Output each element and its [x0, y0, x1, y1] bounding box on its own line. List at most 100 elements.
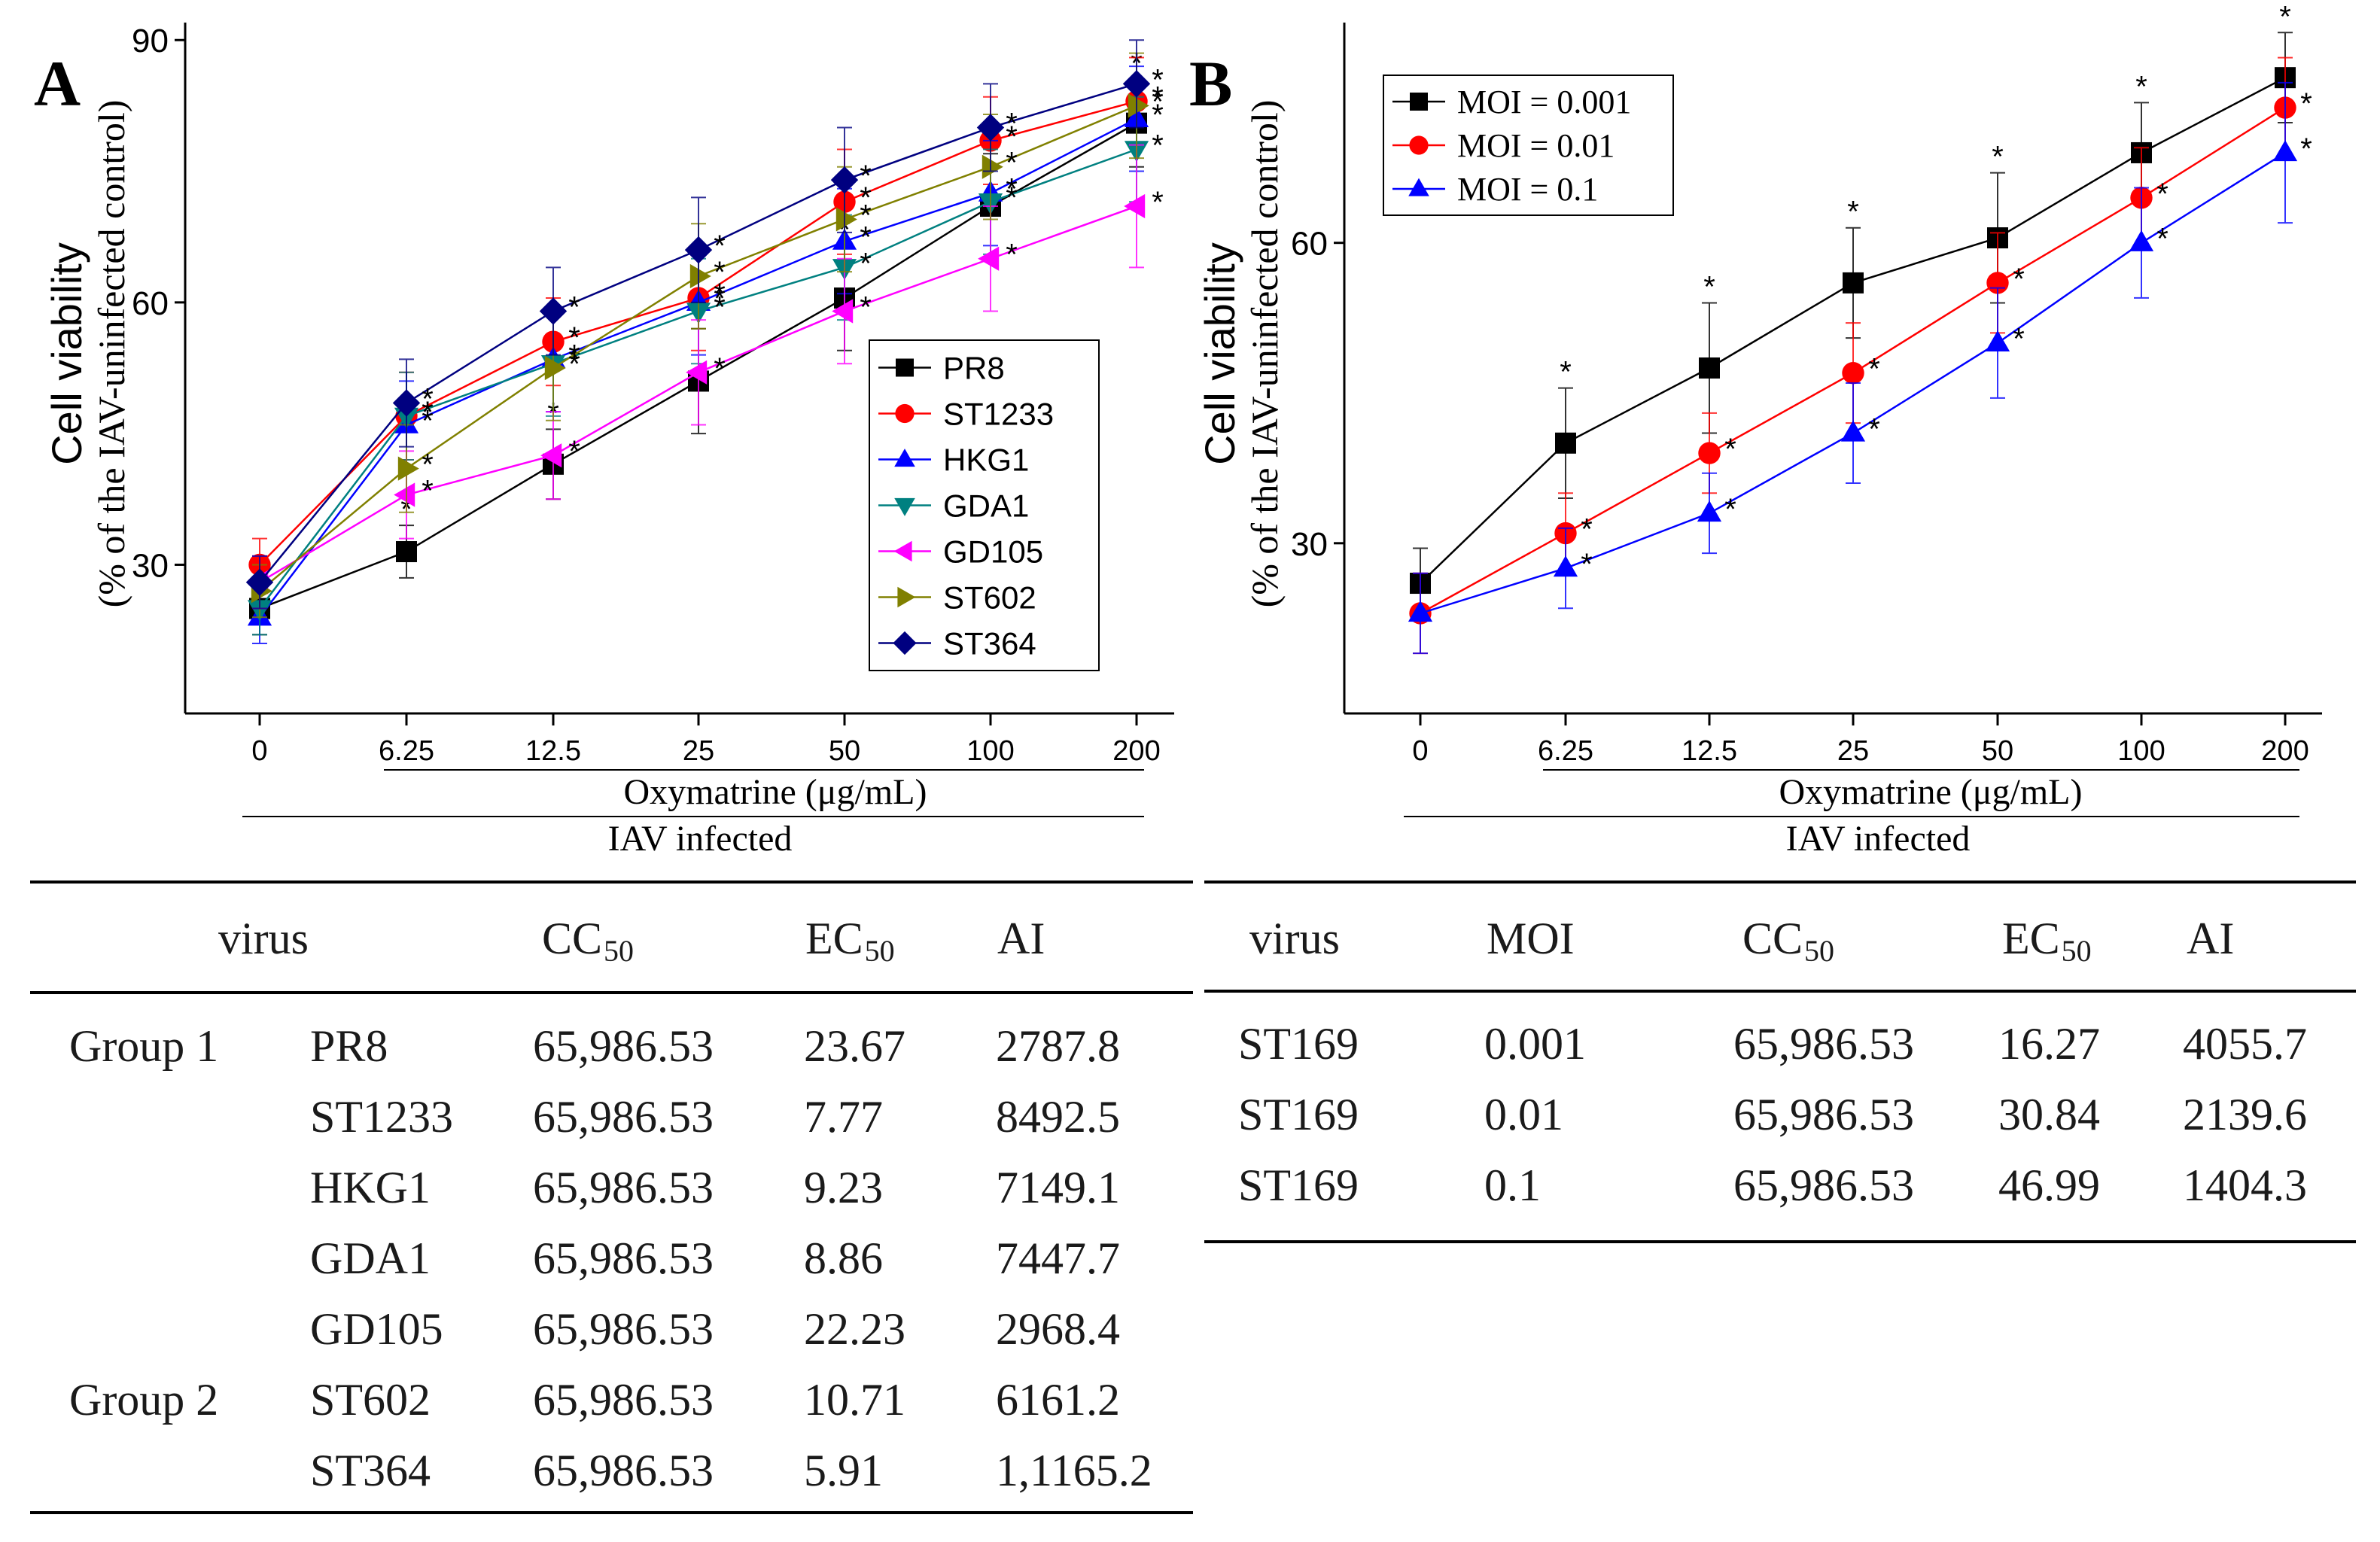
panel-a-series: ****************************************…	[245, 39, 1164, 645]
table-cell-virus: ST602	[310, 1375, 431, 1425]
significance-star: *	[1581, 513, 1593, 546]
table-b-header-ec: EC50	[2002, 916, 2092, 966]
significance-star: *	[422, 382, 434, 415]
table-a-header-cc-sub: 50	[604, 934, 635, 968]
panel-b-infected-label: IAV infected	[1786, 819, 1971, 859]
legend-label: HKG1	[943, 443, 1029, 478]
significance-star: *	[860, 290, 872, 324]
significance-star: *	[568, 343, 580, 376]
panel-b-ticks: 30 60 0 6.25 12.5 25 50 100 200	[1291, 226, 2309, 767]
x-tick-label: 200	[2261, 735, 2308, 767]
x-tick-label: 50	[1982, 735, 2013, 767]
panel-a-ticks: 30 60 90 0 6.25 12.5 25 50 100 200	[132, 23, 1161, 767]
table-cell-ec50: 16.27	[1998, 1019, 2100, 1069]
data-point	[1122, 70, 1151, 98]
y-tick-label: 30	[1291, 526, 1328, 563]
significance-star: *	[422, 474, 434, 507]
significance-star: *	[2300, 87, 2312, 120]
significance-star: *	[2013, 263, 2025, 296]
table-a-bottom-rule	[30, 1511, 1193, 1514]
table-cell-ec50: 46.99	[1998, 1160, 2100, 1210]
y-tick-label: 60	[132, 285, 169, 322]
table-cell-moi: 0.001	[1484, 1019, 1586, 1069]
table-cell-ec50: 10.71	[804, 1375, 905, 1425]
table-b-top-rule	[1204, 880, 2356, 884]
data-point	[1697, 500, 1722, 522]
x-tick-label: 0	[1412, 735, 1428, 767]
significance-star: *	[860, 247, 872, 280]
data-point	[689, 263, 711, 289]
table-cell-virus: ST364	[310, 1446, 431, 1495]
panel-b-legend: MOI = 0.001 MOI = 0.01 MOI = 0.1	[1383, 75, 1674, 216]
table-b-header-virus: virus	[1249, 914, 1340, 963]
table-cell-group: Group 1	[69, 1021, 219, 1071]
table-cell-ai: 8492.5	[996, 1092, 1120, 1142]
significance-star: *	[1152, 99, 1164, 132]
table-b-header-cc-sub: 50	[1804, 934, 1835, 968]
legend-marker	[895, 403, 915, 424]
data-point	[540, 443, 562, 468]
data-point	[686, 360, 708, 385]
table-cell-ai: 2968.4	[996, 1304, 1120, 1354]
table-cell-ai: 7447.7	[996, 1233, 1120, 1283]
significance-star: *	[1868, 412, 1880, 446]
significance-star: *	[1868, 353, 1880, 386]
significance-star: *	[1006, 147, 1018, 180]
legend-marker	[894, 497, 915, 516]
data-point	[392, 389, 421, 417]
panel-a-legend: PR8 ST1233 HKG1 GDA1 GD105 ST602 ST364	[869, 339, 1100, 671]
table-b-header-cc-text: CC	[1742, 914, 1803, 963]
table-a-top-rule	[30, 880, 1193, 884]
table-b-header-rule	[1204, 990, 2356, 993]
table-cell-cc50: 65,986.53	[533, 1304, 714, 1354]
table-cell-virus: GDA1	[310, 1233, 431, 1283]
table-cell-cc50: 65,986.53	[533, 1446, 714, 1495]
significance-star: *	[568, 290, 580, 324]
legend-marker	[896, 358, 914, 377]
table-cell-virus: ST1233	[310, 1092, 454, 1142]
table-cell-cc50: 65,986.53	[533, 1375, 714, 1425]
table-b-header-ai: AI	[2187, 914, 2235, 963]
significance-star: *	[1152, 186, 1164, 219]
legend-marker	[1408, 178, 1429, 196]
table-cell-cc50: 65,986.53	[1733, 1090, 1914, 1139]
data-point	[830, 166, 859, 194]
significance-star: *	[1006, 120, 1018, 154]
data-point	[1408, 601, 1433, 622]
data-point	[1985, 330, 2010, 351]
table-a-header-virus: virus	[218, 914, 309, 963]
significance-star: *	[2013, 323, 2025, 356]
significance-star: *	[2156, 223, 2168, 256]
legend-label: ST364	[943, 626, 1036, 662]
data-point	[1553, 555, 1578, 577]
x-tick-label: 25	[1837, 735, 1869, 767]
data-point	[832, 299, 854, 324]
table-cell-ai: 7149.1	[996, 1163, 1120, 1212]
data-point	[2272, 140, 2298, 162]
data-point	[835, 207, 857, 232]
data-point	[684, 236, 713, 264]
legend-marker	[1409, 135, 1429, 155]
y-tick-label: 90	[132, 23, 169, 59]
legend-label: PR8	[943, 351, 1005, 386]
data-point	[1699, 357, 1720, 379]
table-cell-ec50: 23.67	[804, 1021, 905, 1071]
significance-star: *	[860, 160, 872, 193]
table-cell-cc50: 65,986.53	[1733, 1160, 1914, 1210]
table-b-header-ec-sub: 50	[2061, 934, 2092, 968]
panel-b-series: ******************	[1408, 0, 2312, 655]
significance-star: *	[422, 396, 434, 429]
x-tick-label: 200	[1112, 735, 1160, 767]
significance-star: *	[1847, 196, 1859, 229]
significance-star: *	[860, 221, 872, 254]
significance-star: *	[2156, 178, 2168, 211]
table-cell-virus: HKG1	[310, 1163, 431, 1212]
significance-star: *	[714, 282, 726, 315]
table-a-header-cc: CC50	[542, 916, 634, 966]
significance-star: *	[1006, 107, 1018, 140]
significance-star: *	[1152, 129, 1164, 162]
panel-b-ylabel2: (% of the IAV-uninfected control)	[1243, 100, 1286, 608]
x-tick-label: 6.25	[379, 735, 434, 767]
table-cell-virus: ST169	[1238, 1019, 1359, 1069]
table-a-header-ec-sub: 50	[864, 934, 895, 968]
